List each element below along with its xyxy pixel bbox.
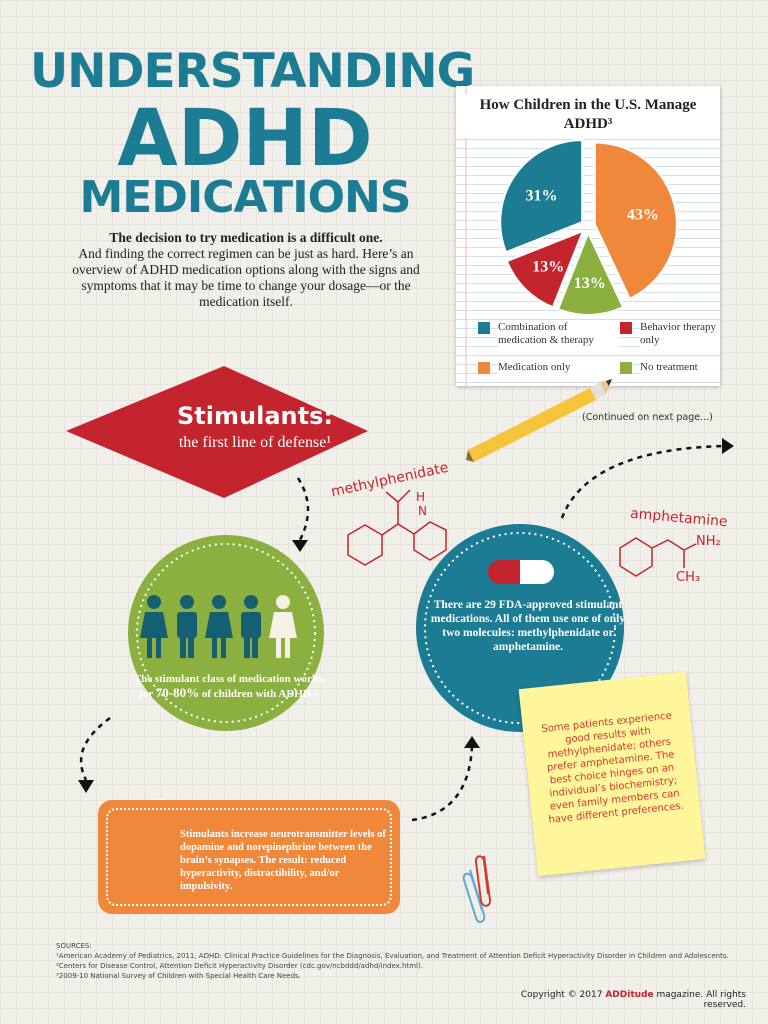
stimulants-heading: Stimulants:	[177, 402, 333, 430]
copyright-brand: ADDitude	[605, 990, 654, 1000]
person-icon	[205, 595, 233, 658]
sources-block: SOURCES: ¹American Academy of Pediatrics…	[56, 941, 756, 981]
pie-slice	[499, 139, 584, 254]
orange-box-dotted-border	[106, 808, 392, 906]
green-text-highlight: 70-80%	[155, 685, 200, 700]
sources-label: SOURCES:	[56, 942, 92, 950]
person-icon	[140, 595, 168, 658]
pie-slice	[593, 141, 678, 301]
legend-swatch	[478, 322, 490, 334]
pie-chart: 31% 43% 13% 13%	[465, 86, 678, 386]
legend-label: Medication only	[498, 361, 618, 374]
pill-icon	[488, 560, 554, 584]
legend-label: No treatment	[640, 361, 720, 374]
legend-swatch	[620, 362, 632, 374]
arrowhead	[292, 540, 308, 552]
continued-note: (Continued on next page...)	[582, 412, 713, 423]
molecule-ch3-label: CH₃	[676, 570, 701, 585]
arrowhead	[78, 780, 94, 793]
title-line-2: ADHD	[117, 94, 373, 184]
green-circle-dotted-ring	[136, 543, 316, 723]
arrow-green-to-orange	[79, 716, 111, 781]
copyright-suffix: magazine. All rights reserved.	[653, 990, 746, 1010]
pie-slice	[556, 230, 625, 316]
molecule-n-label: N	[418, 504, 427, 518]
title-line-3: MEDICATIONS	[79, 172, 412, 223]
legend-swatch	[478, 362, 490, 374]
copyright: Copyright © 2017 ADDitude magazine. All …	[496, 990, 746, 1010]
pie-slice-label: 13%	[532, 259, 564, 276]
stimulants-diamond	[66, 366, 368, 498]
person-icon	[177, 595, 197, 658]
intro-text: And finding the correct regimen can be j…	[72, 246, 420, 309]
title-line-1: UNDERSTANDING	[30, 44, 475, 99]
stimulants-subheading: the first line of defense¹	[178, 434, 332, 451]
source-item: ³2009-10 National Survey of Children wit…	[56, 972, 301, 980]
arrow-orange-to-teal	[411, 745, 474, 822]
legend-label: Behavior therapy only	[640, 321, 720, 347]
source-item: ²Centers for Disease Control, Attention …	[56, 962, 423, 970]
source-item: ¹American Academy of Pediatrics, 2011, A…	[56, 952, 729, 960]
sticky-note-text: Some patients experience good results wi…	[540, 710, 685, 826]
arrowhead	[722, 438, 734, 454]
pencil-icon	[466, 379, 612, 462]
pie-chart-title: How Children in the U.S. Manage ADHD³	[456, 94, 720, 138]
teal-circle-text: There are 29 FDA-approved stimulant medi…	[430, 599, 626, 653]
arrow-diamond-to-green	[296, 477, 310, 541]
pie-slice	[505, 229, 585, 309]
pie-slice-label: 43%	[627, 207, 659, 224]
person-icon-highlighted	[269, 595, 297, 658]
copyright-prefix: Copyright © 2017	[520, 990, 606, 1000]
paper-clip-icons	[462, 855, 492, 923]
pie-chart-card: 31% 43% 13% 13% How Children in the U.S. Ma…	[456, 86, 720, 386]
orange-box-text: Stimulants increase neurotransmitter lev…	[180, 829, 386, 892]
green-circle-text: The stimulant class of medication works …	[128, 672, 328, 701]
green-text-2: of children with ADHD.²	[199, 688, 317, 700]
pie-slice-label: 13%	[574, 275, 606, 292]
molecule-nh2-label: NH₂	[696, 534, 721, 549]
methylphenidate-molecule-icon	[347, 489, 447, 566]
teal-circle	[416, 524, 624, 732]
legend-swatch	[620, 322, 632, 334]
green-text-1: The stimulant class of medication works …	[133, 673, 323, 700]
molecule-h-label: H	[416, 490, 426, 504]
person-icon	[241, 595, 261, 658]
arrowhead	[464, 736, 480, 748]
amphetamine-molecule-icon	[619, 537, 697, 577]
pie-slice-label: 31%	[526, 187, 558, 204]
intro-paragraph: The decision to try medication is a diff…	[56, 230, 436, 310]
people-icons	[140, 595, 297, 658]
legend-label: Combination of medication & therapy	[498, 321, 618, 347]
teal-circle-dotted-ring	[424, 532, 616, 724]
intro-bold: The decision to try medication is a diff…	[109, 230, 383, 245]
orange-info-box	[98, 800, 400, 914]
sticky-note: Some patients experience good results wi…	[518, 671, 706, 877]
